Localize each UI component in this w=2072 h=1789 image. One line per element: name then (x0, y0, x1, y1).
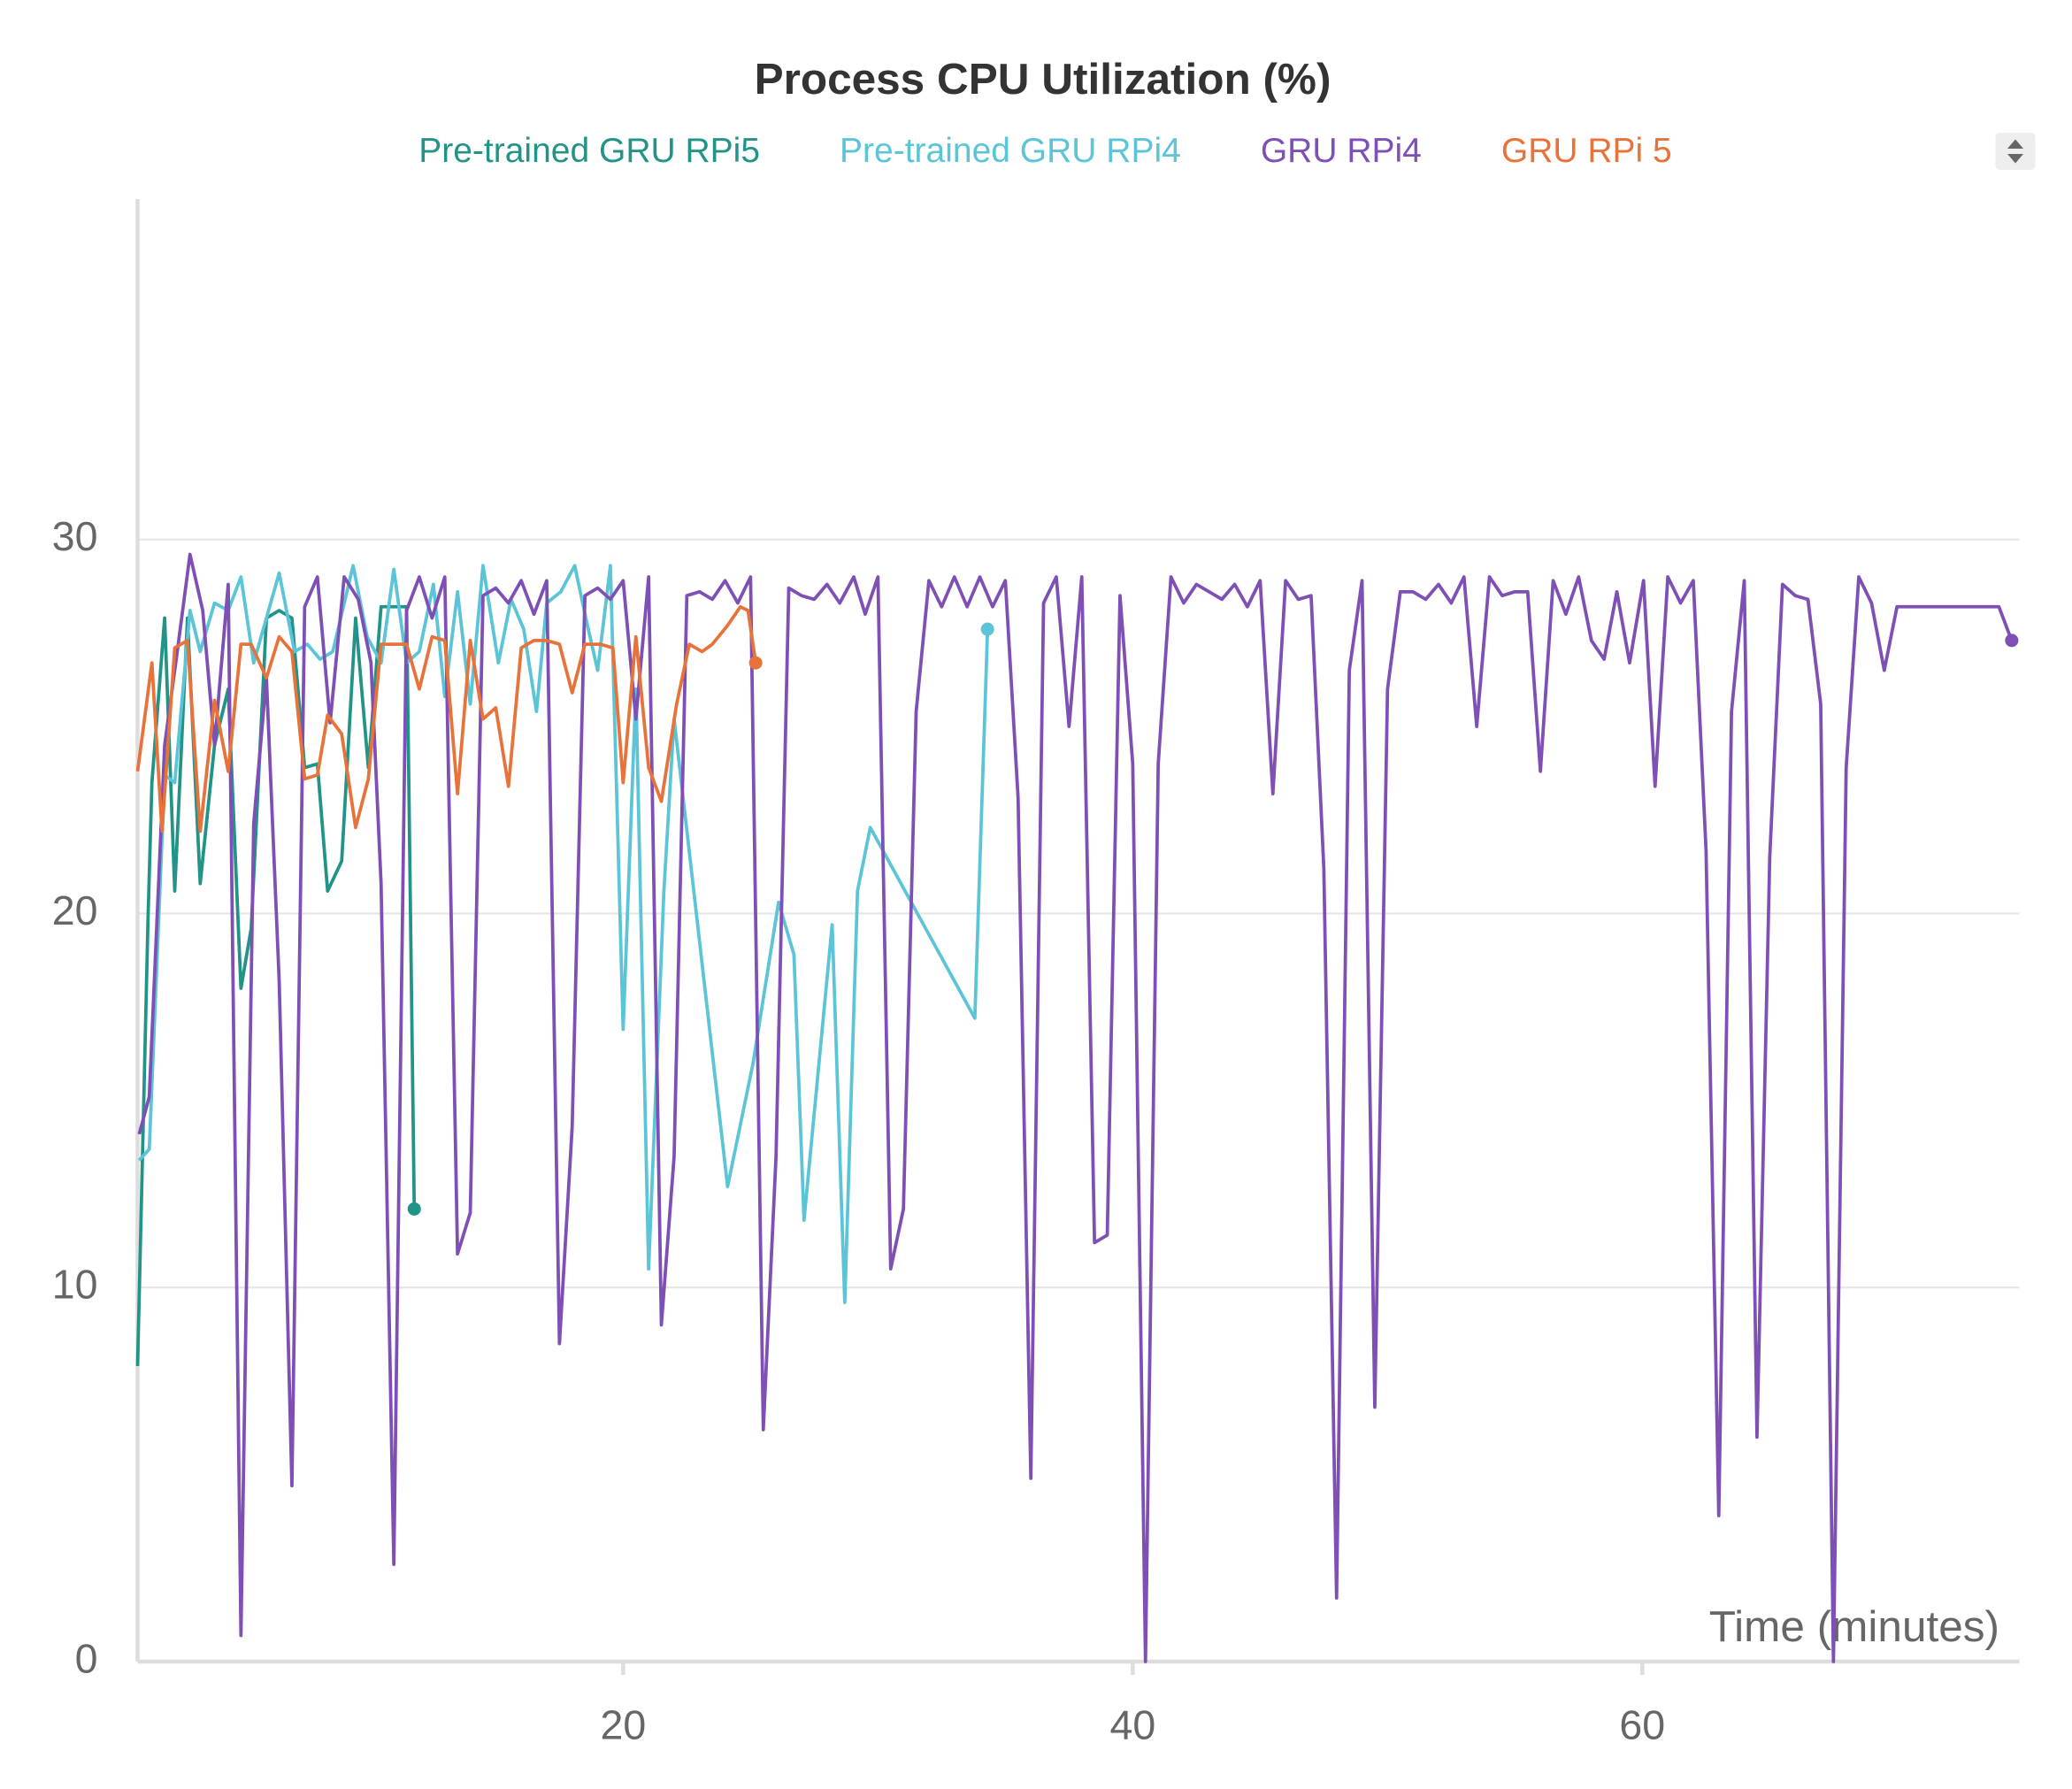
series-line (137, 564, 990, 1304)
y-tick-label: 0 (75, 1635, 98, 1681)
chart-title: Process CPU Utilization (%) (755, 55, 1331, 104)
y-tick-label: 30 (52, 513, 98, 559)
x-tick-label: 40 (1109, 1701, 1155, 1747)
legend: Pre-trained GRU RPi5 Pre-trained GRU RPi4… (418, 132, 1672, 170)
x-tick-label: 60 (1619, 1701, 1665, 1747)
legend-scroll[interactable] (1995, 133, 2036, 170)
end-point (407, 1202, 421, 1216)
end-point (2005, 633, 2019, 648)
legend-label: Pre-trained GRU RPi5 (418, 132, 760, 170)
x-tick-label: 20 (601, 1701, 647, 1747)
end-point (748, 656, 763, 670)
y-tick-label: 10 (52, 1262, 98, 1308)
end-point (980, 622, 994, 636)
series-line (135, 604, 758, 833)
y-tick-label: 20 (52, 887, 98, 933)
scroll-icon (2007, 139, 2023, 164)
series-line (137, 552, 2014, 1663)
legend-label: GRU RPi4 (1261, 132, 1422, 170)
x-axis-label: Time (minutes) (1709, 1602, 1999, 1651)
scroll-button[interactable] (1995, 133, 2036, 170)
legend-label: GRU RPi 5 (1501, 132, 1672, 170)
legend-label: Pre-trained GRU RPi4 (840, 132, 1181, 170)
